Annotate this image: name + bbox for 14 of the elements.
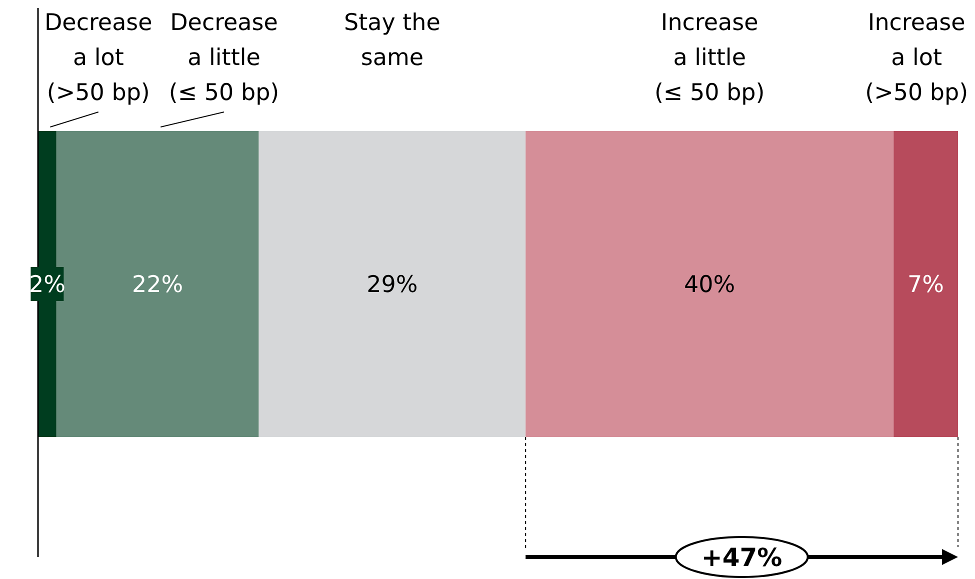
data-label: 22% [132,272,184,298]
bar [526,131,894,437]
series-label: Increase a little (≤ 50 bp) [654,10,765,106]
data-label: 7% [908,272,944,298]
data-label: 40% [684,272,736,298]
series-label: Decrease a little (≤ 50 bp) [168,10,280,106]
data-label: 2% [28,272,66,298]
series-label: Increase a lot (>50 bp) [865,10,968,106]
bar [258,131,526,437]
text: +47% [701,542,782,572]
text: Stay the same [344,10,440,72]
bar [894,131,958,437]
data-label: 29% [366,272,418,298]
series-label: Decrease a lot (>50 bp) [44,10,152,106]
